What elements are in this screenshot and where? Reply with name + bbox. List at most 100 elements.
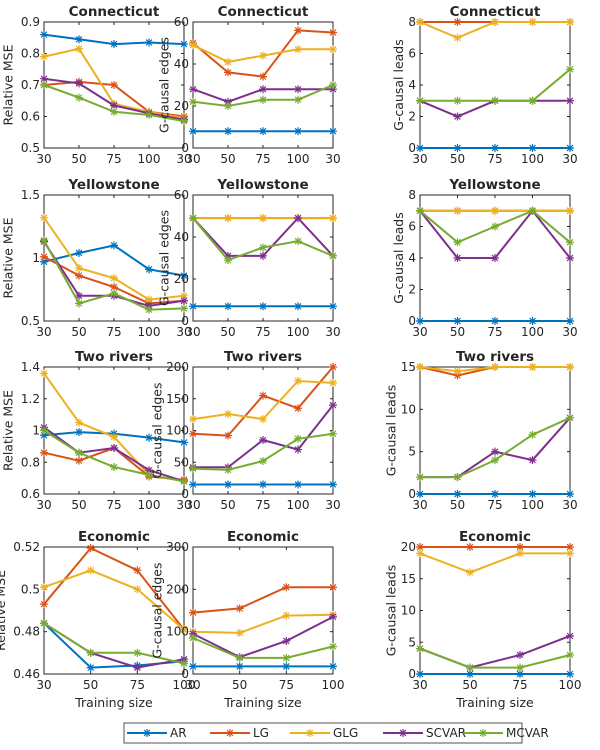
data-point bbox=[282, 583, 291, 592]
x-tick-label: 30 bbox=[36, 152, 51, 166]
legend-label: AR bbox=[170, 726, 187, 740]
legend-label: SCVAR bbox=[426, 726, 466, 740]
data-point bbox=[110, 40, 118, 49]
y-tick-label: 15 bbox=[401, 360, 416, 374]
y-axis-label: G-causal edges bbox=[149, 382, 164, 478]
data-point bbox=[75, 264, 83, 273]
data-point bbox=[416, 206, 424, 215]
x-tick-label: 30 bbox=[185, 498, 200, 512]
data-point bbox=[416, 543, 424, 551]
y-tick-label: 0.5 bbox=[21, 314, 40, 328]
data-point bbox=[145, 470, 153, 479]
series-ar bbox=[416, 670, 574, 678]
data-point bbox=[259, 391, 267, 400]
series-mcvar bbox=[189, 81, 337, 110]
x-tick-label: 100 bbox=[559, 678, 582, 692]
data-point bbox=[133, 566, 142, 575]
data-point bbox=[466, 543, 474, 551]
series-line bbox=[192, 616, 334, 659]
y-tick-label: 200 bbox=[166, 582, 189, 596]
data-point bbox=[566, 206, 574, 215]
x-tick-label: 75 bbox=[487, 325, 502, 339]
series-scvar bbox=[189, 85, 337, 106]
y-tick-label: 0 bbox=[181, 314, 189, 328]
data-point bbox=[224, 465, 232, 474]
x-tick-label: 30 bbox=[562, 152, 577, 166]
data-point bbox=[294, 404, 302, 413]
data-point bbox=[235, 628, 244, 637]
x-tick-label: 50 bbox=[71, 498, 86, 512]
series-mcvar bbox=[40, 81, 188, 126]
chart-title: Connecticut bbox=[450, 4, 541, 20]
x-tick-label: 100 bbox=[138, 498, 161, 512]
x-tick-label: 50 bbox=[83, 678, 98, 692]
chart-title: Yellowstone bbox=[67, 177, 159, 193]
y-tick-label: 0.9 bbox=[21, 15, 40, 29]
data-point bbox=[329, 583, 337, 592]
data-point bbox=[329, 45, 337, 54]
data-point bbox=[516, 670, 524, 678]
y-tick-label: 50 bbox=[174, 455, 189, 469]
data-point bbox=[491, 447, 499, 456]
data-point bbox=[491, 456, 499, 465]
data-point bbox=[189, 41, 197, 50]
x-tick-label: 30 bbox=[412, 498, 427, 512]
data-point bbox=[75, 44, 83, 53]
data-point bbox=[282, 611, 291, 620]
x-tick-label: 75 bbox=[106, 498, 121, 512]
x-tick-label: 75 bbox=[255, 152, 270, 166]
data-point bbox=[259, 251, 267, 260]
y-axis-label: G-causal edges bbox=[149, 562, 164, 658]
y-tick-label: 4 bbox=[408, 251, 416, 265]
data-point bbox=[416, 490, 424, 498]
legend-marker bbox=[226, 729, 234, 737]
y-tick-label: 5 bbox=[408, 445, 416, 459]
y-tick-label: 0.52 bbox=[13, 540, 40, 554]
y-axis-label: G-causal leads bbox=[391, 212, 406, 304]
x-tick-label: 75 bbox=[106, 152, 121, 166]
data-point bbox=[416, 670, 424, 678]
data-point bbox=[528, 18, 537, 26]
chart-title: Two rivers bbox=[456, 349, 534, 365]
data-point bbox=[189, 214, 197, 223]
data-point bbox=[224, 480, 232, 489]
data-point bbox=[133, 585, 142, 594]
data-point bbox=[294, 45, 302, 54]
x-tick-label: 30 bbox=[185, 325, 200, 339]
chart-title: Yellowstone bbox=[216, 177, 308, 193]
series-line bbox=[419, 552, 570, 574]
series-glg bbox=[416, 363, 574, 376]
data-point bbox=[294, 85, 302, 94]
data-point bbox=[453, 367, 462, 376]
y-tick-label: 100 bbox=[166, 625, 189, 639]
data-point bbox=[40, 74, 48, 83]
data-point bbox=[110, 282, 118, 291]
x-tick-label: 30 bbox=[325, 152, 340, 166]
data-point bbox=[75, 271, 83, 280]
axes-box bbox=[419, 546, 571, 675]
data-point bbox=[566, 317, 574, 325]
data-point bbox=[329, 28, 337, 37]
x-tick-label: 30 bbox=[185, 678, 200, 692]
data-point bbox=[110, 289, 118, 298]
x-tick-label: 100 bbox=[287, 152, 310, 166]
data-point bbox=[189, 464, 197, 473]
data-point bbox=[40, 619, 48, 628]
data-point bbox=[528, 490, 537, 498]
x-tick-label: 30 bbox=[562, 325, 577, 339]
y-tick-label: 300 bbox=[166, 540, 189, 554]
data-point bbox=[145, 466, 153, 475]
data-point bbox=[416, 644, 424, 653]
series-ar bbox=[189, 662, 337, 671]
y-tick-label: 0.5 bbox=[21, 582, 40, 596]
data-point bbox=[294, 26, 302, 35]
data-point bbox=[528, 317, 537, 325]
data-point bbox=[528, 206, 537, 215]
data-point bbox=[528, 430, 537, 439]
series-ar bbox=[189, 127, 337, 136]
series-mcvar bbox=[40, 619, 188, 668]
series-line bbox=[419, 647, 571, 669]
